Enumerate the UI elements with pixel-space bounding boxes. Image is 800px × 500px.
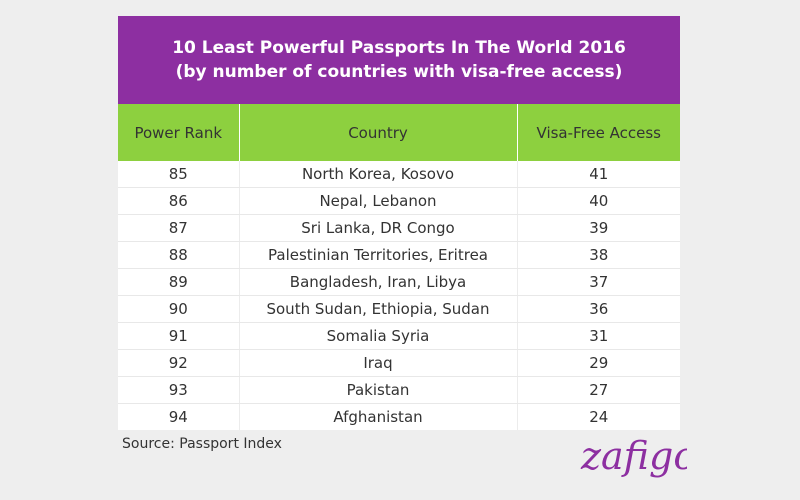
column-header-power-rank: Power Rank	[118, 104, 239, 161]
table-body: 85 North Korea, Kosovo 41 86 Nepal, Lebanon 4…	[118, 161, 680, 430]
table-row: 91 Somalia Syria 31	[118, 322, 680, 350]
cell-power-rank: 93	[118, 376, 239, 404]
table-header: Power Rank Country Visa-Free Access	[118, 104, 680, 161]
column-header-country: Country	[238, 104, 517, 161]
cell-country: Pakistan	[238, 376, 517, 404]
title-bar: 10 Least Powerful Passports In The World…	[118, 16, 680, 104]
cell-visa-free-access: 39	[516, 214, 680, 242]
cell-visa-free-access: 24	[516, 403, 680, 430]
cell-power-rank: 86	[118, 187, 239, 215]
table-row: 93 Pakistan 27	[118, 376, 680, 404]
cell-power-rank: 92	[118, 349, 239, 377]
cell-country: Iraq	[238, 349, 517, 377]
cell-power-rank: 85	[118, 161, 239, 188]
table-row: 90 South Sudan, Ethiopia, Sudan 36	[118, 295, 680, 323]
cell-visa-free-access: 29	[516, 349, 680, 377]
cell-country: Somalia Syria	[238, 322, 517, 350]
table-row: 86 Nepal, Lebanon 40	[118, 187, 680, 215]
chart-title: 10 Least Powerful Passports In The World…	[172, 38, 626, 58]
cell-country: Nepal, Lebanon	[238, 187, 517, 215]
column-header-visa-free-access: Visa-Free Access	[516, 104, 680, 161]
table-row: 89 Bangladesh, Iran, Libya 37	[118, 268, 680, 296]
logo-text: zafigo	[580, 437, 687, 478]
cell-power-rank: 94	[168, 408, 188, 426]
cell-visa-free-access: 36	[516, 295, 680, 323]
cell-power-rank: 91	[118, 322, 239, 350]
table-row: 88 Palestinian Territories, Eritrea 38	[118, 241, 680, 269]
passport-table: Power Rank Country Visa-Free Access 85 No…	[118, 104, 680, 430]
cell-power-rank: 90	[118, 295, 239, 323]
cell-country: Palestinian Territories, Eritrea	[238, 241, 517, 269]
cell-country: South Sudan, Ethiopia, Sudan	[238, 295, 517, 323]
zafigo-logo: zafigo	[580, 437, 687, 478]
cell-power-rank: 88	[118, 241, 239, 269]
cell-visa-free-access: 40	[516, 187, 680, 215]
cell-visa-free-access: 37	[516, 268, 680, 296]
cell-visa-free-access: 31	[516, 322, 680, 350]
table-row: 87 Sri Lanka, DR Congo 39	[118, 214, 680, 242]
cell-country: Sri Lanka, DR Congo	[238, 214, 517, 242]
source-note: Source: Passport Index	[122, 436, 282, 452]
cell-country: Bangladesh, Iran, Libya	[238, 268, 517, 296]
cell-visa-free-access: 27	[516, 376, 680, 404]
table-row: 85 North Korea, Kosovo 41	[118, 161, 680, 188]
cell-country: North Korea, Kosovo	[238, 161, 517, 188]
cell-power-rank: 87	[118, 214, 239, 242]
passport-table-card: 10 Least Powerful Passports In The World…	[118, 16, 680, 430]
cell-visa-free-access: 38	[516, 241, 680, 269]
cell-country: Afghanistan	[238, 403, 517, 430]
chart-subtitle: (by number of countries with visa-free a…	[175, 62, 623, 82]
table-row: 92 Iraq 29	[118, 349, 680, 377]
cell-visa-free-access: 41	[516, 161, 680, 188]
cell-power-rank: 89	[118, 268, 239, 296]
header-row: Power Rank Country Visa-Free Access	[118, 104, 680, 161]
table-row: 94 Afghanistan 24	[118, 403, 680, 430]
